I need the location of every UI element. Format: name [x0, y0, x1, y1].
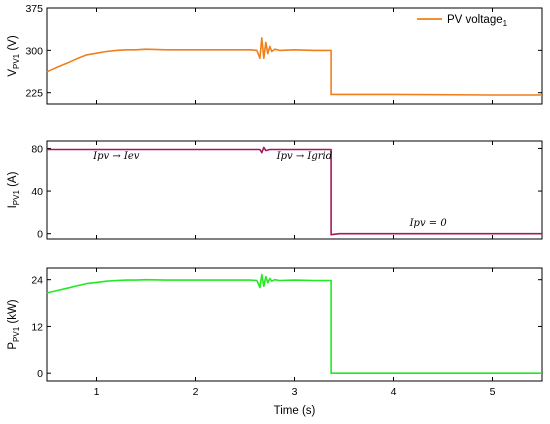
x-axis-label: Time (s): [274, 405, 316, 417]
y-axis-label-unit: (V): [7, 35, 19, 54]
x-tick-label: 1: [94, 386, 100, 398]
y-axis-label-unit: (kW): [7, 299, 19, 327]
y-tick-label: 0: [37, 368, 43, 380]
panel-1: 225 300 375 VPV1 (V) PV voltage1: [7, 3, 543, 105]
legend-label-sub: 1: [503, 19, 508, 28]
y-tick-label: 80: [31, 143, 43, 155]
y-tick-label: 24: [31, 275, 43, 287]
legend-label: PV voltage1: [447, 14, 508, 28]
plot-frame: [46, 267, 543, 382]
y-axis-label: IPV1 (A): [7, 171, 21, 208]
y-axis-label-main: I: [7, 205, 19, 208]
y-axis-label-sub: PV1: [12, 53, 21, 69]
y-axis-label-main: P: [7, 342, 19, 350]
y-tick-label: 375: [25, 3, 43, 15]
x-tick-label: 5: [490, 386, 496, 398]
y-axis-label-main: V: [7, 69, 19, 77]
y-tick-label: 300: [25, 45, 43, 57]
y-tick-label: 0: [37, 229, 43, 241]
y-tick-label: 12: [31, 321, 43, 333]
annotation: Ipv → Iev: [92, 151, 140, 162]
x-tick-label: 3: [292, 386, 298, 398]
y-axis-label-unit: (A): [7, 171, 19, 190]
annotation: Ipv → Igrid: [276, 151, 332, 162]
x-tick-label: 2: [193, 386, 199, 398]
y-axis-label-sub: PV1: [12, 190, 21, 206]
annotation: Ipv = 0: [409, 218, 448, 229]
panel-2: 0 40 80 IPV1 (A) Ipv → Iev Ipv → Igrid Ipv = 0: [7, 140, 543, 241]
x-tick-label: 4: [391, 386, 397, 398]
y-axis-label-sub: PV1: [12, 326, 21, 342]
legend-label-main: PV voltage: [447, 14, 503, 26]
series-line-3-1: [46, 273, 542, 375]
y-axis-label: VPV1 (V): [7, 35, 21, 76]
y-tick-label: 40: [31, 186, 43, 198]
legend: PV voltage1: [417, 14, 508, 28]
series-line-1-1: [46, 37, 542, 96]
y-tick-label: 225: [25, 88, 43, 100]
series-line-2-1: [47, 146, 542, 236]
y-axis-label: PPV1 (kW): [7, 299, 21, 349]
